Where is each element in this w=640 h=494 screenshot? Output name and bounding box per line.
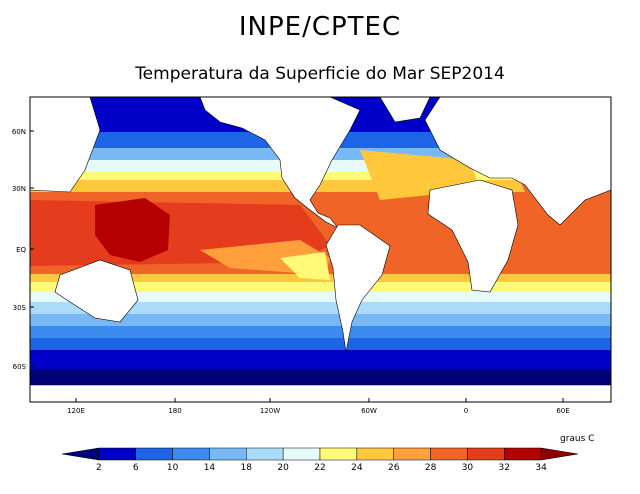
legend-tick-label: 24 [351, 463, 363, 473]
sst-band-south-polar [30, 338, 611, 350]
lat-tick-label: EQ [16, 246, 26, 254]
sst-band-south-warm [30, 282, 611, 292]
lon-tick-label: 0 [464, 407, 468, 415]
legend-tick-label: 10 [167, 463, 179, 473]
greenland [379, 97, 431, 123]
legend-swatch [172, 447, 210, 461]
africa [427, 179, 519, 293]
legend-tick-label: 28 [425, 463, 437, 473]
lat-tick-label: 60N [12, 128, 26, 136]
sst-band-south-mild [30, 292, 611, 302]
legend-swatch [209, 447, 247, 461]
legend-swatch [319, 447, 358, 461]
lat-tick-label: 30N [12, 185, 26, 193]
legend-tick-label: 18 [241, 463, 253, 473]
sst-cold-tongue [280, 252, 330, 280]
lon-tick-label: 180 [168, 407, 181, 415]
legend-swatch [467, 447, 505, 461]
south-america [325, 224, 391, 353]
legend-swatch [430, 447, 468, 461]
latitude-axis: 60N 30N EQ 30S 60S [12, 128, 34, 371]
legend-tick-label: 6 [133, 463, 139, 473]
longitude-axis: 120E 180 120W 60W 0 60E [67, 398, 570, 415]
legend-units: graus C [560, 434, 595, 444]
legend-swatch [393, 447, 431, 461]
legend-swatch [282, 447, 321, 461]
lon-tick-label: 60W [361, 407, 377, 415]
legend-swatch [504, 447, 542, 461]
legend-swatch [61, 447, 100, 461]
legend-tick-label: 20 [277, 463, 289, 473]
legend-tick-label: 26 [388, 463, 400, 473]
sst-band-south-cold [30, 314, 611, 326]
legend-tick-label: 30 [462, 463, 474, 473]
legend-swatch [356, 447, 394, 461]
lon-tick-label: 120W [260, 407, 280, 415]
lat-tick-label: 30S [13, 304, 27, 312]
map-subtitle: Temperatura da Superficie do Mar SEP2014 [135, 64, 505, 84]
north-america [199, 97, 361, 229]
east-asia [30, 97, 101, 193]
australia [54, 259, 139, 323]
lon-tick-label: 120E [67, 407, 85, 415]
legend-swatch [540, 447, 579, 461]
legend-tick-label: 34 [535, 463, 547, 473]
legend-tick-label: 32 [499, 463, 510, 473]
legend-swatch [135, 447, 173, 461]
sst-hot-core [95, 198, 170, 262]
lon-tick-label: 60E [556, 407, 569, 415]
eurasia [424, 97, 611, 226]
legend-tick-label: 22 [314, 463, 325, 473]
antarctica [30, 384, 611, 402]
sst-band-southern-ocean [30, 350, 611, 370]
legend-swatch [246, 447, 284, 461]
legend-tick-label: 2 [96, 463, 102, 473]
legend-swatch [98, 447, 136, 461]
sst-band-south-cool [30, 302, 611, 314]
color-legend: 2 6 10 14 18 20 22 24 26 28 30 32 34 [61, 447, 579, 473]
page-title: INPE/CPTEC [238, 12, 402, 42]
lat-tick-label: 60S [13, 363, 27, 371]
legend-tick-label: 14 [204, 463, 216, 473]
sst-band-south-colder [30, 326, 611, 338]
